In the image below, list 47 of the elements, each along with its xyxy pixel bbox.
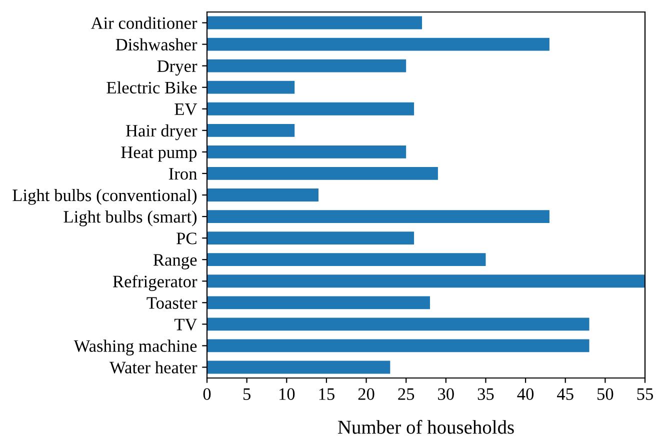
x-tick-label: 15 — [319, 388, 334, 400]
y-tick-label: Iron — [168, 168, 198, 180]
bar — [207, 318, 590, 331]
y-tick-label: Air conditioner — [90, 16, 198, 29]
x-tick-label: 45 — [557, 388, 574, 400]
bar — [207, 145, 406, 158]
y-tick-label: Washing machine — [74, 340, 197, 356]
y-tick-label: Light bulbs (conventional) — [12, 188, 197, 205]
x-tick-label: 55 — [637, 388, 653, 400]
x-tick-label: 5 — [243, 388, 250, 400]
x-tick-label: 30 — [438, 388, 454, 400]
y-tick-label: Toaster — [146, 297, 198, 309]
bar — [207, 274, 645, 288]
y-tick-label: TV — [174, 318, 198, 330]
y-tick-label: Heat pump — [121, 146, 197, 162]
y-tick-label: Range — [153, 254, 197, 270]
y-tick-label: Dishwasher — [116, 38, 198, 50]
x-tick-label: 25 — [398, 388, 414, 400]
y-tick-label: Hair dryer — [126, 124, 198, 140]
bar — [207, 360, 390, 374]
x-tick-label: 0 — [203, 388, 211, 400]
bar — [207, 167, 438, 180]
x-tick-label: 10 — [279, 388, 295, 400]
y-tick-label: Electric Bike — [106, 81, 197, 94]
bar — [207, 232, 414, 245]
x-tick-label: 35 — [478, 388, 494, 400]
bar — [207, 59, 406, 72]
bar — [207, 210, 550, 223]
x-tick-label: 20 — [358, 388, 374, 400]
bar — [207, 38, 550, 51]
bar — [207, 339, 590, 352]
bar — [207, 253, 486, 266]
y-tick-label: Water heater — [110, 361, 198, 374]
y-tick-label: Light bulbs (smart) — [64, 210, 197, 226]
y-tick-label: Dryer — [157, 60, 198, 76]
bar — [207, 16, 422, 30]
x-tick-label: 50 — [598, 388, 614, 400]
x-axis-title: Number of households — [338, 420, 514, 434]
y-tick-label: PC — [176, 232, 196, 244]
x-tick-label: 40 — [517, 388, 534, 400]
bar — [207, 102, 414, 116]
y-tick-label: Refrigerator — [112, 275, 198, 291]
bar — [207, 188, 318, 202]
bar — [207, 124, 295, 137]
y-tick-label: EV — [174, 104, 198, 116]
bar — [207, 296, 430, 310]
bar — [207, 80, 295, 94]
